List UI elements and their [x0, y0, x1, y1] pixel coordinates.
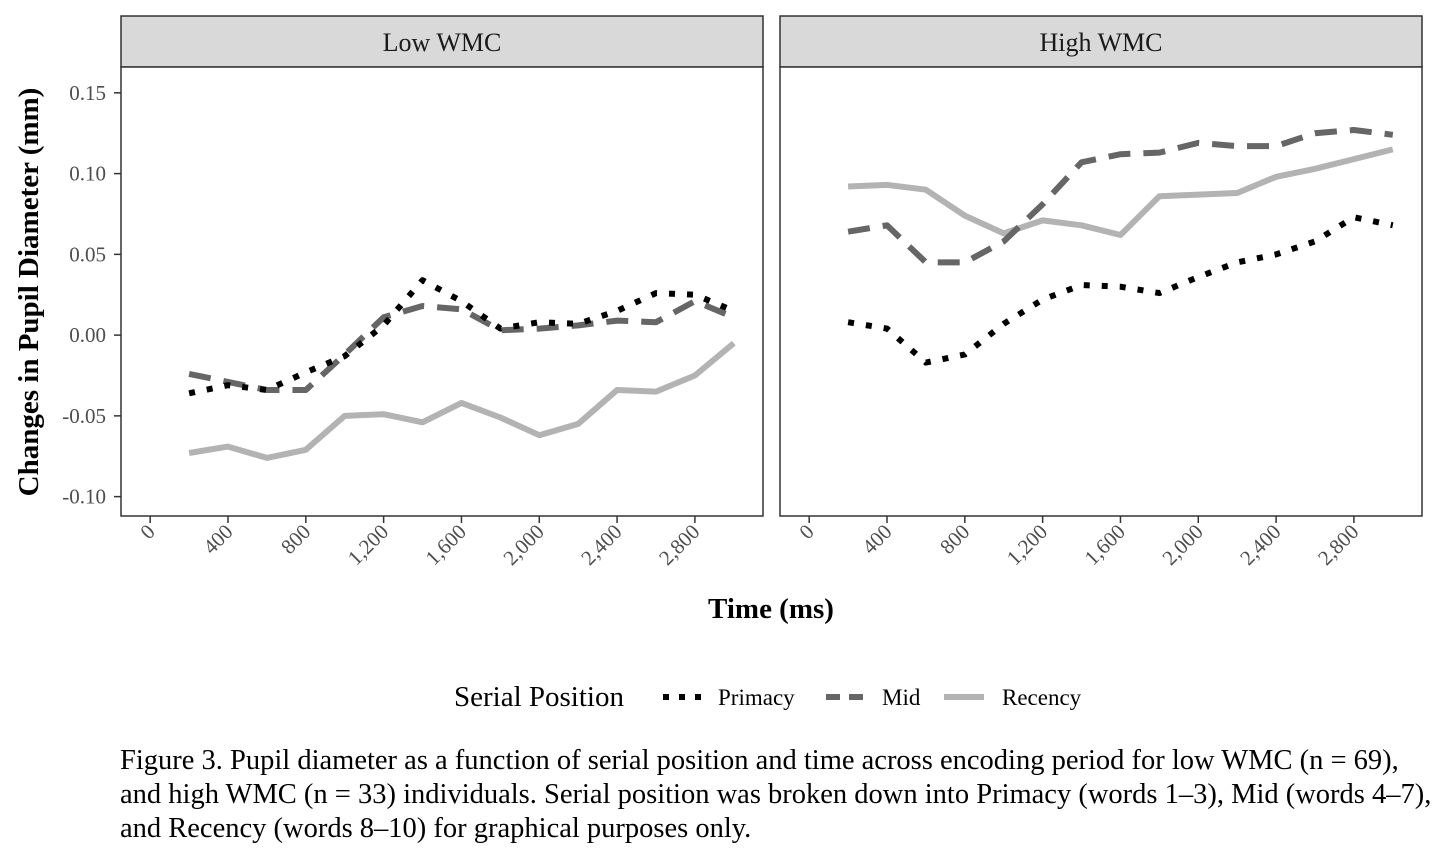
- strip-low-wmc: [120, 15, 764, 68]
- x-tick-label: 1,600: [421, 520, 471, 570]
- strip-title-high-wmc: High WMC: [1039, 28, 1162, 57]
- x-tick-label: 2,400: [1235, 520, 1285, 570]
- y-axis-title: Changes in Pupil Diameter (mm): [13, 88, 45, 497]
- legend-label-recency: Recency: [1002, 685, 1082, 710]
- x-axis-low-wmc: 0 400 800 1,200 1,600 2,000 2,400 2,800: [135, 516, 704, 570]
- y-tick-label: 0.05: [69, 242, 106, 266]
- y-tick-label: 0.10: [69, 162, 106, 186]
- series-line-primacy-low-wmc: [188, 277, 735, 397]
- y-axis: -0.10 -0.05 0.00 0.05 0.10 0.15: [62, 81, 121, 509]
- strip-high-wmc: [779, 15, 1423, 68]
- x-tick-label: 1,200: [343, 520, 393, 570]
- strip-title-low-wmc: Low WMC: [383, 28, 502, 57]
- y-tick-label: 0.00: [69, 323, 106, 347]
- chart: Low WMC High WMC -0.10 -0.05 0.00 0.05 0.10 0…: [13, 15, 1423, 713]
- y-tick-label: -0.10: [62, 485, 106, 509]
- x-tick-label: 2,000: [1157, 520, 1207, 570]
- x-tick-label: 2,800: [1313, 520, 1363, 570]
- y-tick-label: -0.05: [62, 404, 106, 428]
- x-tick-label: 800: [276, 520, 315, 559]
- series-line-recency-high-wmc: [847, 146, 1394, 238]
- x-tick-label: 0: [135, 520, 159, 544]
- x-tick-label: 0: [794, 520, 818, 544]
- series-line-primacy-high-wmc: [847, 214, 1394, 366]
- x-tick-label: 1,200: [1002, 520, 1052, 570]
- legend-label-mid: Mid: [882, 685, 921, 710]
- series-line-mid-high-wmc: [847, 127, 1394, 266]
- x-axis-title: Time (ms): [708, 593, 834, 625]
- x-tick-label: 2,000: [498, 520, 548, 570]
- series-layer-high-wmc: [847, 127, 1394, 366]
- panel-high-wmc: High WMC: [779, 15, 1423, 517]
- legend: Serial Position Primacy Mid Recency: [454, 681, 1082, 713]
- x-tick-label: 400: [857, 520, 896, 559]
- x-tick-label: 800: [935, 520, 974, 559]
- panel-low-wmc: Low WMC: [120, 15, 764, 517]
- series-layer-low-wmc: [188, 277, 736, 461]
- series-line-recency-low-wmc: [188, 340, 736, 461]
- x-axis-high-wmc: 0 400 800 1,200 1,600 2,000 2,400 2,800: [794, 516, 1363, 570]
- x-tick-label: 2,400: [576, 520, 626, 570]
- plot-area-high-wmc: [779, 66, 1423, 517]
- y-tick-label: 0.15: [69, 81, 106, 105]
- x-tick-label: 400: [198, 520, 237, 559]
- series-line-mid-low-wmc: [188, 298, 735, 393]
- figure-caption: Figure 3. Pupil diameter as a function o…: [120, 745, 1432, 844]
- x-tick-label: 1,600: [1080, 520, 1130, 570]
- legend-label-primacy: Primacy: [718, 685, 795, 710]
- legend-title: Serial Position: [454, 681, 624, 713]
- x-tick-label: 2,800: [654, 520, 704, 570]
